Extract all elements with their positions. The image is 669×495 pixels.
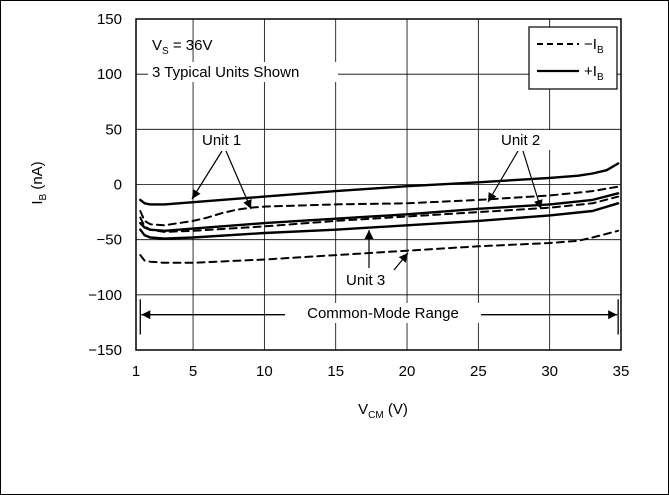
unit-3-annotation: Unit 3 [342,230,409,290]
x-tick-label: 35 [613,363,630,380]
y-tick-label: 150 [97,11,122,28]
cmr-label-backdrop [285,303,481,323]
y-tick-label: −150 [88,342,122,359]
series-line-unit-3-plus-ib [139,202,620,240]
series-line-unit-1-minus-ib [139,185,620,227]
series-line-unit-1-plus-ib [139,162,620,206]
y-tick-label: 100 [97,66,122,83]
series-line-unit-3-minus-ib [139,229,620,264]
legend-box [528,26,618,90]
x-tick-label: 30 [541,363,558,380]
legend-minus-ib: −IB [584,36,604,56]
unit-1-backdrop [198,130,254,150]
unit-3-arrow-b [393,252,409,271]
grid [136,19,621,350]
unit-3-backdrop [342,270,398,290]
unit-1-annotation: Unit 1 [191,130,254,210]
x-axis-label: VCM (V) [358,401,408,421]
series-line-unit-2-plus-ib [139,192,620,233]
unit-1-label: Unit 1 [202,132,241,149]
x-tick-label: 5 [189,363,197,380]
x-tick-label: 20 [399,363,416,380]
y-axis-label: IB (nA) [29,161,49,204]
unit-2-annotation: Unit 2 [487,130,553,210]
legend: −IB +IB [528,26,618,90]
unit-2-arrow-a [487,150,519,203]
subtitle: 3 Typical Units Shown [152,64,299,81]
unit-2-backdrop [497,130,553,150]
y-tick-label: −50 [97,232,122,249]
unit-3-label: Unit 3 [346,272,385,289]
common-mode-range: Common-Mode Range [139,299,619,335]
unit-2-arrow-b [522,150,543,210]
plot-area-border [135,18,622,351]
series-layer [139,162,620,264]
y-tick-label: 0 [114,177,122,194]
x-tick-label: 1 [132,363,140,380]
y-tick-label: 50 [105,121,122,138]
series-line-unit-2-minus-ib [139,195,620,233]
x-tick-label: 15 [327,363,344,380]
x-tick-label: 10 [256,363,273,380]
condition-label: VS = 36V [152,37,212,57]
cmr-label: Common-Mode Range [307,305,459,322]
unit-1-arrow-b [225,150,252,210]
legend-plus-ib: +IB [584,63,604,83]
unit-1-arrow-a [191,150,223,200]
unit-2-label: Unit 2 [501,132,540,149]
subtitle-backdrop [148,62,338,82]
x-tick-label: 25 [470,363,487,380]
y-tick-label: −100 [88,287,122,304]
